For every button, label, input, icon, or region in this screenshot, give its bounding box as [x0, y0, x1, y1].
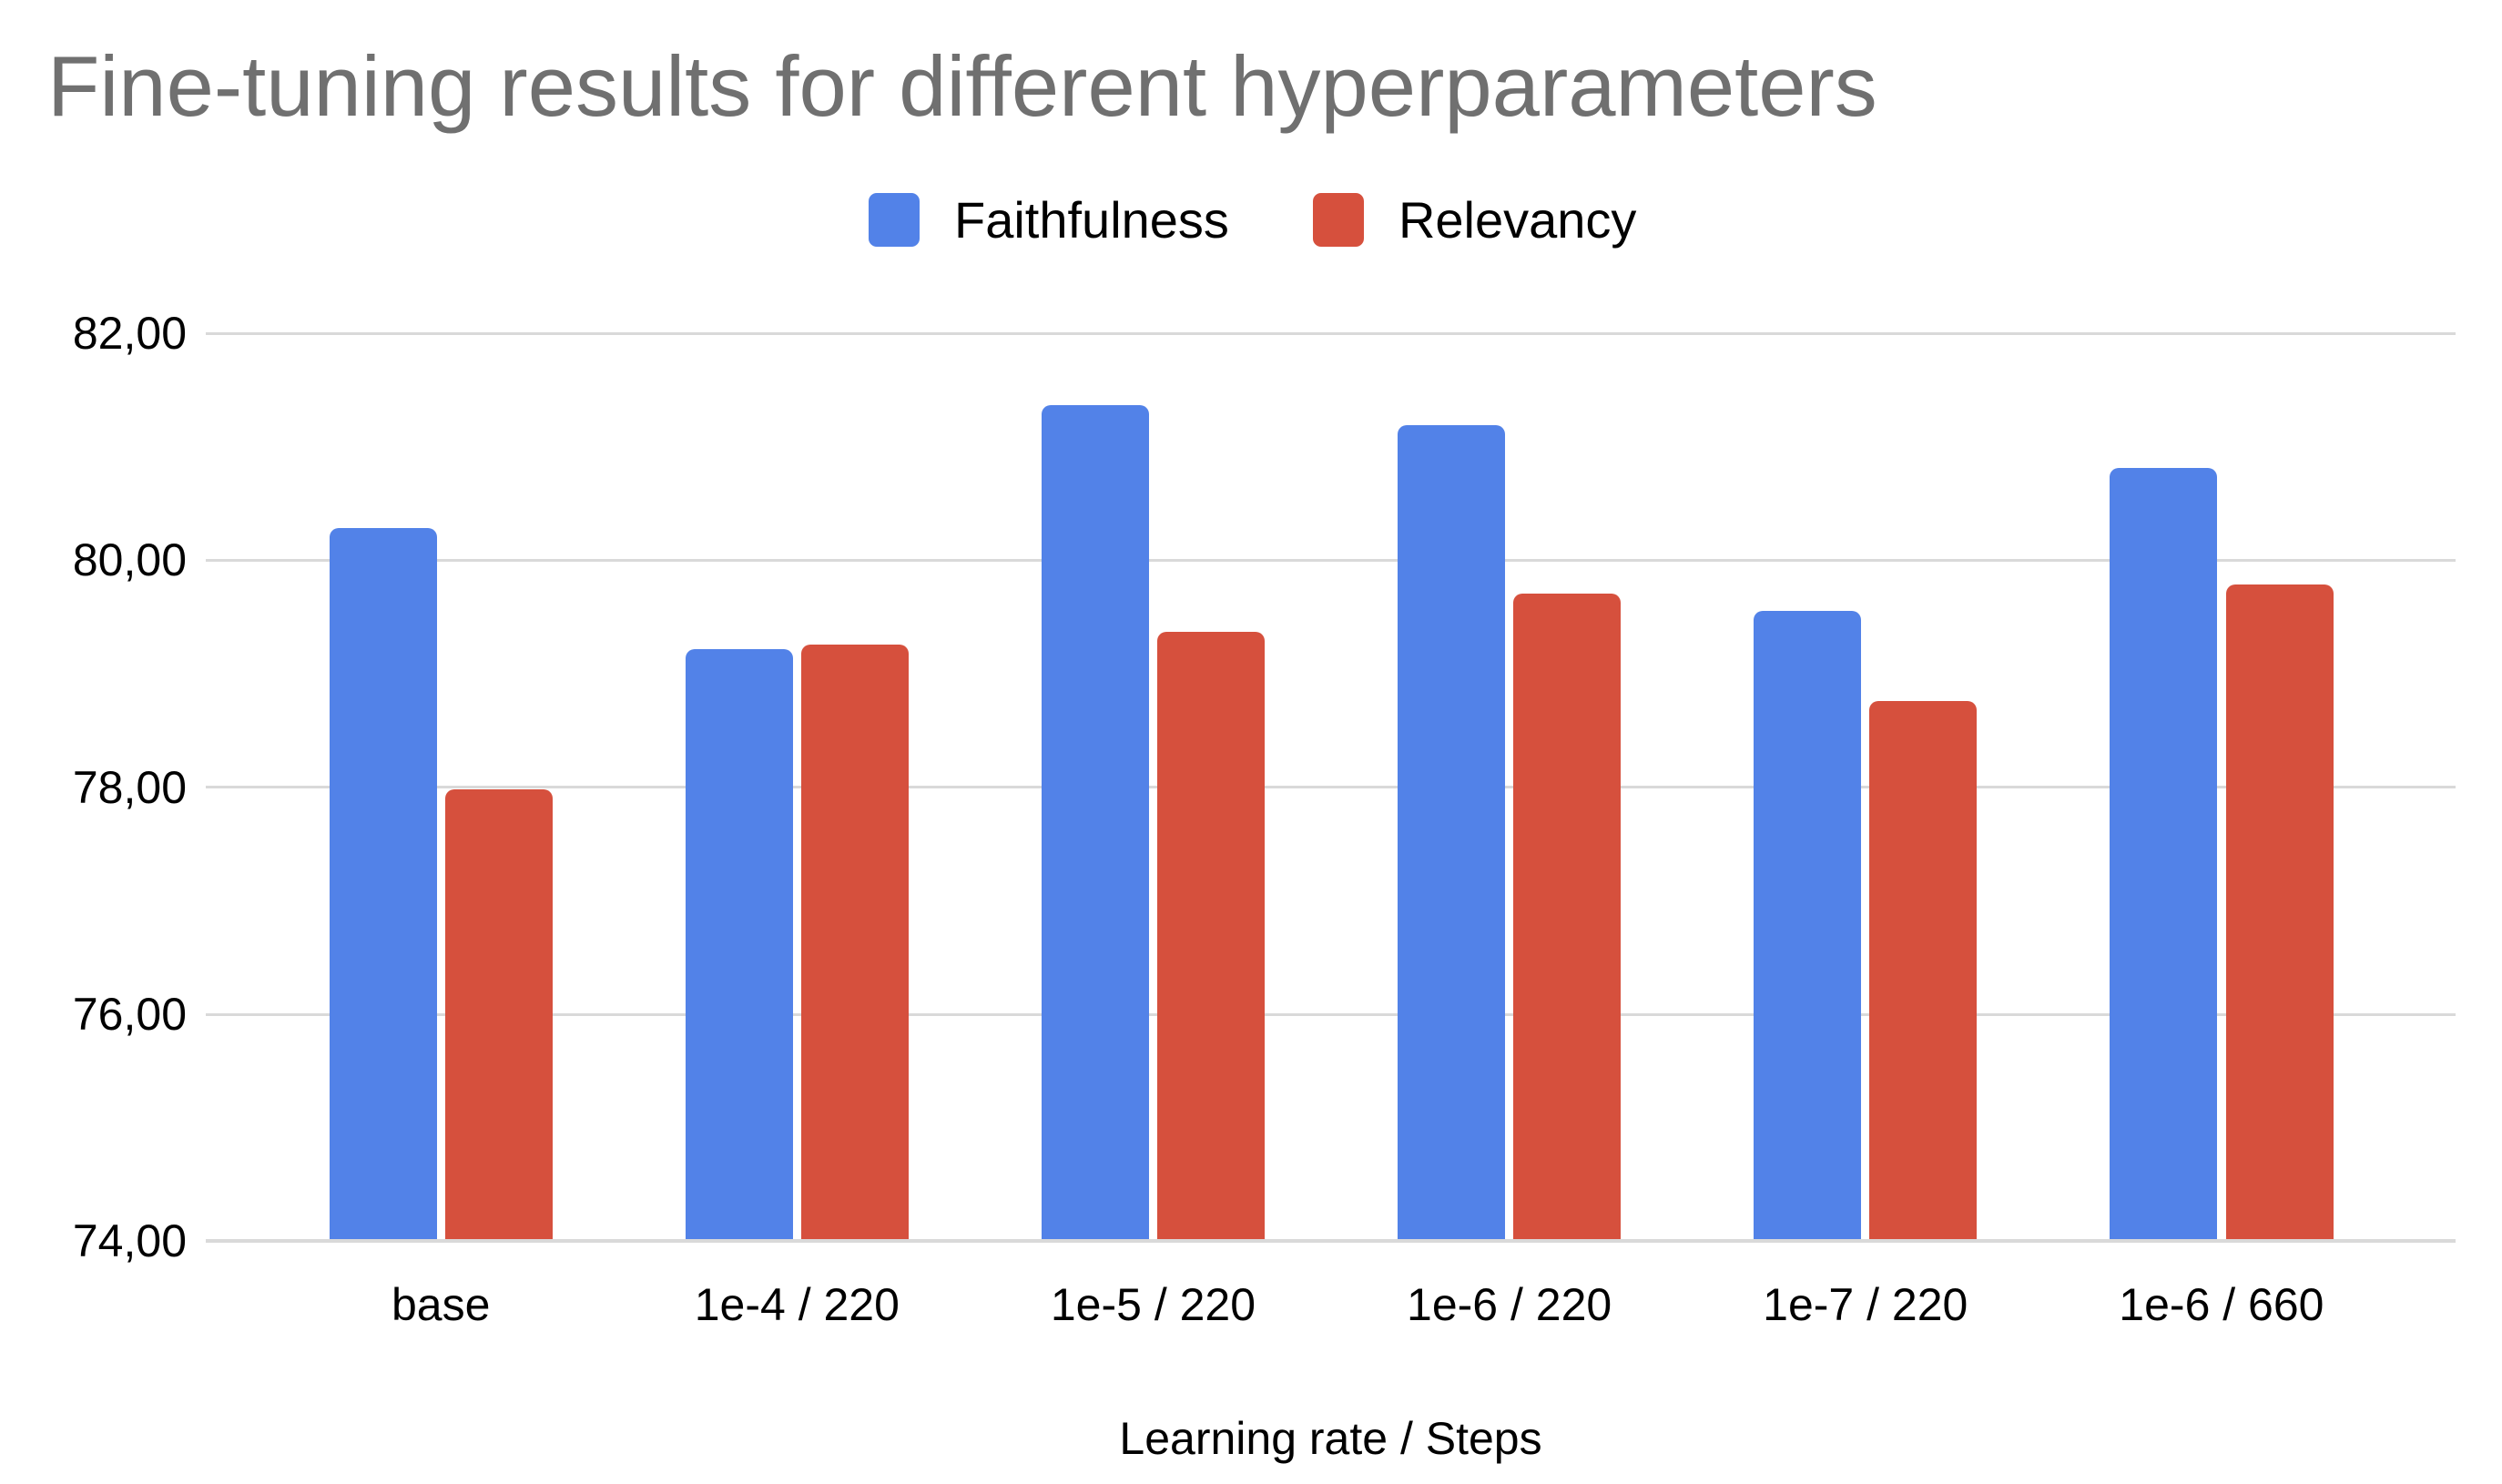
bar-relevancy-1	[444, 789, 553, 1240]
x-tick-label-5: 1e-7 / 220	[1763, 1279, 1968, 1330]
x-axis-title: Learning rate / Steps	[1119, 1413, 1542, 1464]
x-tick-label-6: 1e-6 / 660	[2119, 1279, 2324, 1330]
y-tick-label-74: 74,00	[72, 1215, 187, 1267]
legend-swatch-relevancy-icon	[1312, 192, 1364, 247]
bar-relevancy-5	[1869, 700, 1978, 1240]
bar-faithfulness-5	[1754, 611, 1862, 1240]
chart-legend: Faithfulness Relevancy	[869, 190, 1637, 249]
gridline-80	[206, 558, 2456, 562]
bar-faithfulness-2	[685, 648, 793, 1240]
legend-swatch-faithfulness-icon	[869, 192, 920, 247]
legend-label-relevancy: Relevancy	[1398, 190, 1637, 249]
bar-relevancy-2	[801, 644, 910, 1240]
y-tick-label-80: 80,00	[72, 534, 187, 586]
x-tick-label-4: 1e-6 / 220	[1407, 1279, 1612, 1330]
x-tick-label-1: base	[391, 1279, 491, 1330]
gridline-74	[206, 1239, 2456, 1244]
gridline-82	[206, 331, 2456, 335]
x-tick-label-3: 1e-5 / 220	[1050, 1279, 1256, 1330]
bar-relevancy-3	[1157, 631, 1266, 1240]
chart-title: Fine-tuning results for different hyperp…	[47, 38, 1877, 134]
x-tick-label-2: 1e-4 / 220	[694, 1279, 900, 1330]
gridline-76	[206, 1012, 2456, 1016]
bar-faithfulness-3	[1041, 404, 1149, 1240]
gridline-78	[206, 786, 2456, 789]
bar-faithfulness-4	[1397, 424, 1505, 1240]
bar-faithfulness-6	[2110, 468, 2218, 1240]
bar-relevancy-4	[1513, 593, 1622, 1240]
y-tick-label-78: 78,00	[72, 761, 187, 813]
legend-label-faithfulness: Faithfulness	[954, 190, 1229, 249]
y-tick-label-76: 76,00	[72, 989, 187, 1041]
legend-item-faithfulness: Faithfulness	[869, 190, 1229, 249]
bar-faithfulness-1	[329, 528, 437, 1240]
y-tick-label-82: 82,00	[72, 308, 187, 359]
bar-relevancy-6	[2225, 584, 2334, 1240]
legend-item-relevancy: Relevancy	[1312, 190, 1637, 249]
